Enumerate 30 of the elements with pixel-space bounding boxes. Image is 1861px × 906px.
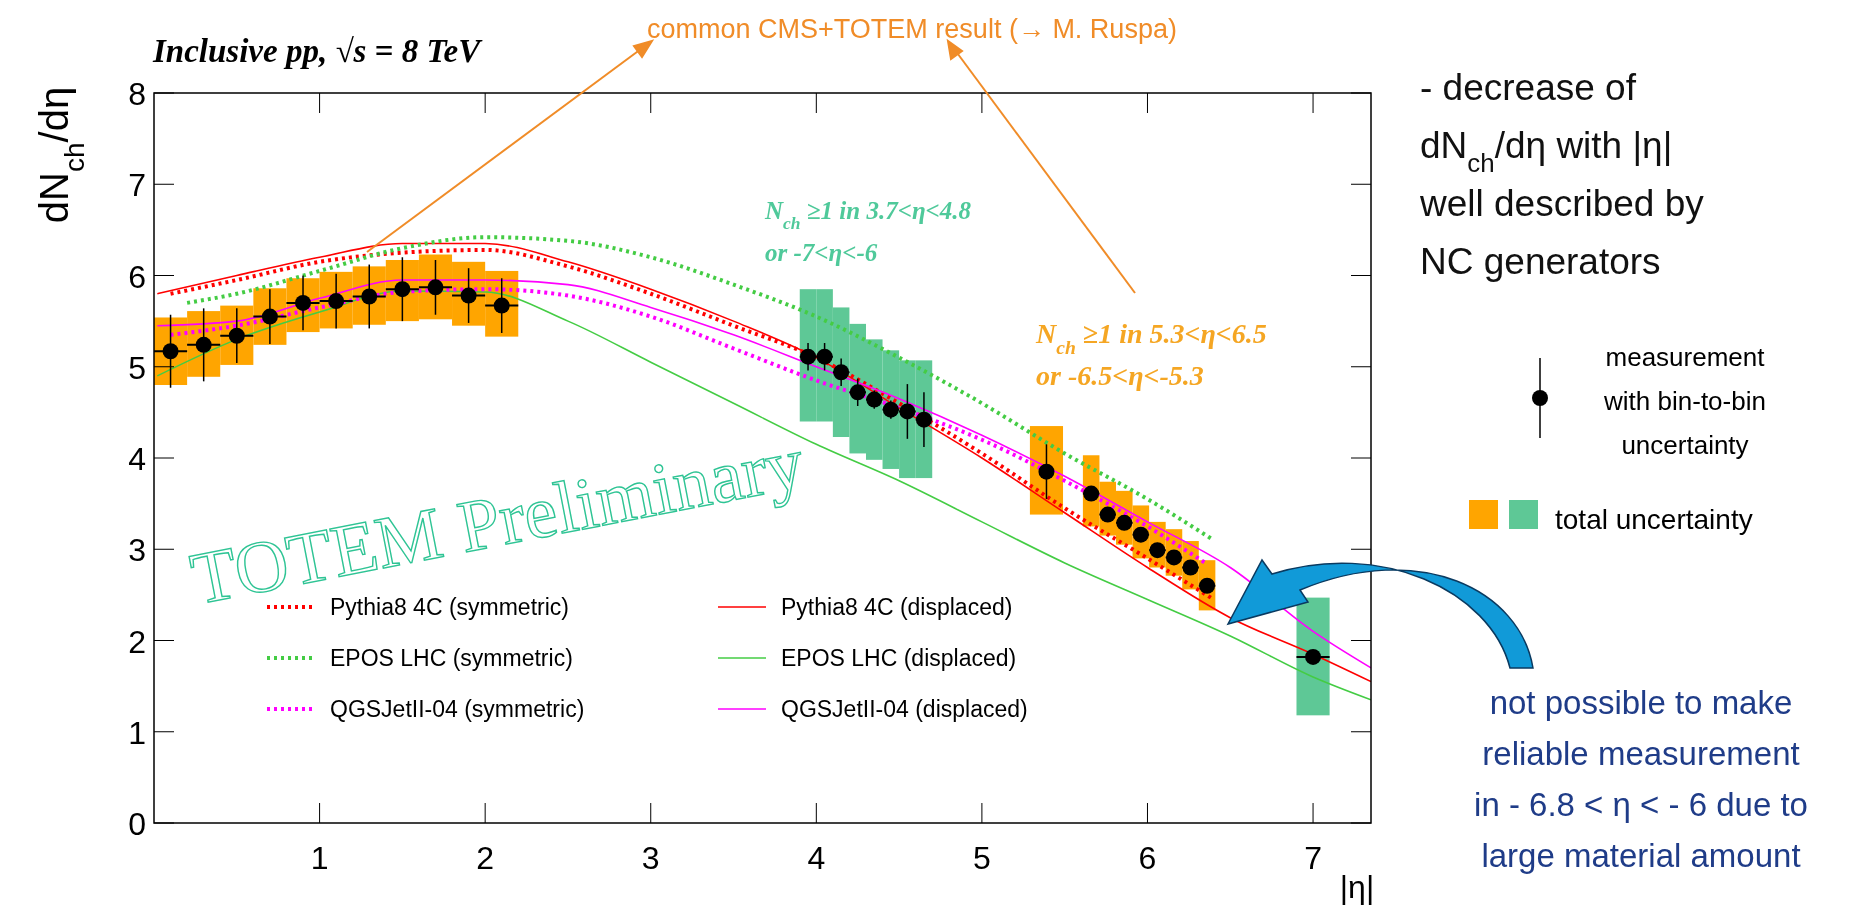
y-tick-label: 0 [128,806,146,842]
x-tick-label: 1 [310,840,329,876]
text: - decrease of dN$_{ch}$/dη with |η| well described by NC generators [1419,67,1705,282]
text: common CMS+TOTEM result (→ M. Ruspa) [647,14,1177,44]
chart-title: Inclusive pp, √s = 8 TeV [152,33,484,69]
x-tick-label: 6 [1138,840,1157,876]
legend-label: measurement with bin-to-bin uncertainty [1603,342,1766,460]
y-tick-label: 3 [128,532,146,569]
legend-label: total uncertainty [1555,504,1753,535]
legend-label: Pythia8 4C (displaced) [781,594,1013,620]
y-tick-label: 2 [128,623,146,660]
legend-label: EPOS LHC (displaced) [781,645,1017,671]
y-tick-label: 4 [128,441,146,477]
y-tick-label: 5 [128,349,146,386]
x-axis-title: |η| [1339,869,1375,905]
x-tick-label: 4 [807,840,826,876]
y-tick-label: 7 [128,167,146,204]
y-tick-label: 1 [128,714,146,751]
annotation: N$_{ch}$ ≥1 in 5.3<η<6.5 or -6.5<η<-5.3 [1035,318,1267,391]
x-tick-label: 7 [1304,840,1322,876]
legend-label: EPOS LHC (symmetric) [330,645,573,671]
x-tick-label: 2 [476,840,495,876]
y-tick-label: 6 [128,258,146,295]
annotation: N$_{ch}$ ≥1 in 3.7<η<4.8 or -7<η<-6 [764,197,972,266]
x-tick-label: 3 [641,840,660,876]
x-tick-label: 5 [972,840,991,876]
legend-label: QGSJetII-04 (displaced) [781,696,1028,722]
y-tick-label: 8 [128,76,146,112]
text: not possible to make reliable measurement in - 6.8 < η < - 6 due to large material amount [1474,684,1808,874]
legend-label: QGSJetII-04 (symmetric) [330,696,585,722]
